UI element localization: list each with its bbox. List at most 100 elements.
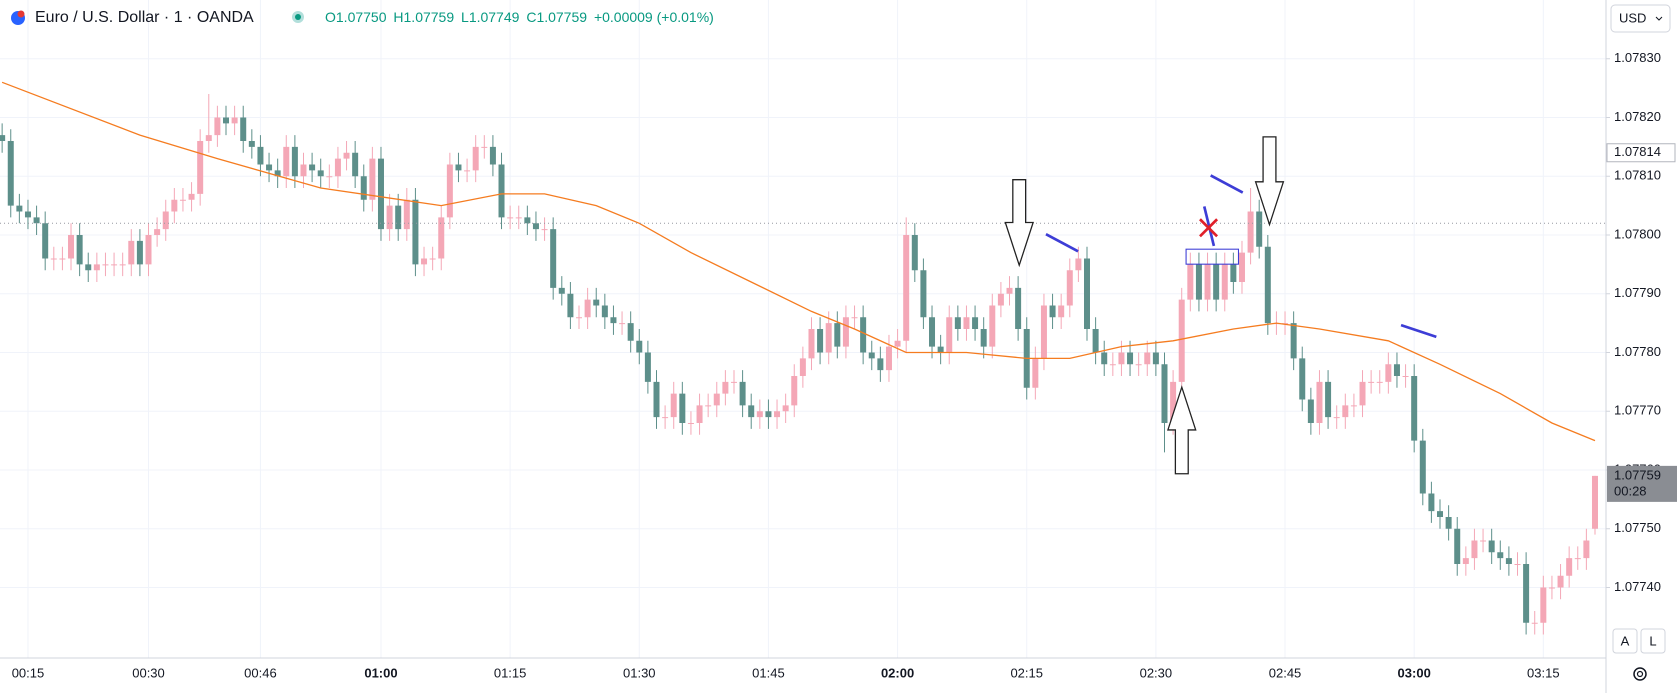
x-tick-label: 03:15	[1527, 665, 1560, 680]
candle-body	[438, 217, 445, 259]
candle-body	[68, 235, 75, 259]
candle-body	[877, 358, 884, 371]
candle-body	[619, 323, 626, 325]
x-tick-label: 01:45	[752, 665, 785, 680]
candle-body	[136, 240, 143, 265]
candle-body	[291, 146, 298, 177]
candle-body	[670, 393, 677, 418]
candle-body	[576, 317, 583, 319]
symbol-icon	[17, 10, 25, 18]
candle-body	[1307, 399, 1314, 423]
candle-body	[894, 340, 901, 347]
candle-body	[1066, 270, 1073, 306]
candle-body	[1032, 358, 1039, 388]
ohlc-key: L	[461, 9, 469, 25]
y-tick-label: 1.07740	[1614, 579, 1661, 594]
candle-body	[515, 217, 522, 219]
candle-body	[1092, 329, 1099, 353]
candle-body	[834, 323, 841, 347]
candle-body	[1583, 540, 1590, 559]
candle-body	[1152, 352, 1159, 365]
candle-body	[1006, 287, 1013, 294]
price-axis-panel	[1606, 0, 1677, 693]
candle-body	[825, 323, 832, 353]
candle-body	[1049, 305, 1056, 318]
candle-body	[636, 340, 643, 353]
candle-body	[119, 264, 126, 266]
candle-body	[1419, 440, 1426, 494]
candle-body	[929, 317, 936, 347]
candle-body	[412, 199, 419, 265]
arrow-down	[1254, 136, 1285, 227]
candle-body	[188, 193, 195, 200]
y-tick-label: 1.07770	[1614, 403, 1661, 418]
candle-body	[507, 217, 514, 219]
candle-body	[791, 376, 798, 406]
x-tick-label: 02:30	[1140, 665, 1173, 680]
settings-icon[interactable]	[1633, 667, 1647, 681]
candle-body	[489, 146, 496, 165]
candle-body	[1411, 376, 1418, 441]
candle-body	[584, 299, 591, 318]
trend-line	[1400, 323, 1437, 339]
candle-body	[1264, 246, 1271, 324]
log-scale-button[interactable]	[1640, 628, 1666, 654]
candle-body	[765, 411, 772, 418]
candle-body	[1497, 552, 1504, 559]
candle-body	[1393, 364, 1400, 376]
candle-body	[300, 164, 307, 177]
drawings	[1004, 136, 1437, 475]
arrow-down	[1004, 179, 1035, 268]
candle-body	[1161, 364, 1168, 423]
ohlc-key: H	[393, 9, 403, 25]
y-tick-label: 1.07820	[1614, 109, 1661, 124]
candle-body	[369, 158, 376, 200]
candle-body	[730, 381, 737, 383]
candle-body	[1591, 475, 1598, 529]
candle-body	[1230, 264, 1237, 282]
candle-body	[954, 317, 961, 329]
candle-body	[1488, 540, 1495, 553]
ohlc-value: 1.07749	[469, 9, 520, 25]
button-label: L	[1649, 633, 1656, 648]
candle-body	[283, 146, 290, 177]
candle-body	[102, 264, 109, 266]
candle-body	[223, 117, 229, 124]
candle-body	[171, 199, 178, 212]
candle-body	[1135, 364, 1142, 366]
arrow-up	[1167, 385, 1197, 475]
candle-body	[868, 352, 875, 359]
dropdown-caret	[1655, 16, 1663, 21]
candle-body	[662, 417, 669, 419]
candle-body	[860, 317, 867, 353]
y-tick-label: 1.07830	[1614, 50, 1661, 65]
candle-body	[722, 381, 729, 394]
x-tick-label: 00:15	[12, 665, 45, 680]
x-tick-label: 01:30	[623, 665, 656, 680]
candle-body	[558, 287, 565, 294]
candle-body	[377, 158, 384, 230]
candle-body	[309, 164, 316, 171]
candle-body	[128, 240, 135, 265]
candle-body	[214, 117, 221, 136]
candle-body	[1299, 358, 1306, 400]
candle-body	[1514, 564, 1521, 565]
trend-line	[1045, 233, 1079, 253]
candle-body	[42, 223, 49, 259]
candle-body	[1187, 264, 1194, 300]
candle-body	[498, 164, 505, 218]
candle-body	[76, 235, 83, 265]
ohlc-value: 1.07750	[336, 9, 387, 25]
candle-body	[946, 317, 953, 353]
auto-scale-button[interactable]	[1612, 628, 1638, 654]
candle-body	[1540, 587, 1547, 623]
symbol-title: Euro / U.S. Dollar · 1 · OANDA	[35, 9, 254, 26]
currency-dropdown[interactable]	[1610, 4, 1671, 33]
candle-body	[748, 405, 755, 418]
candle-body	[1213, 264, 1220, 300]
y-tick-label: 1.07780	[1614, 344, 1661, 359]
candle-body	[1109, 364, 1116, 366]
y-tick-label: 1.07800	[1614, 226, 1661, 241]
candle-body	[334, 158, 341, 177]
candle-body	[1178, 299, 1185, 382]
